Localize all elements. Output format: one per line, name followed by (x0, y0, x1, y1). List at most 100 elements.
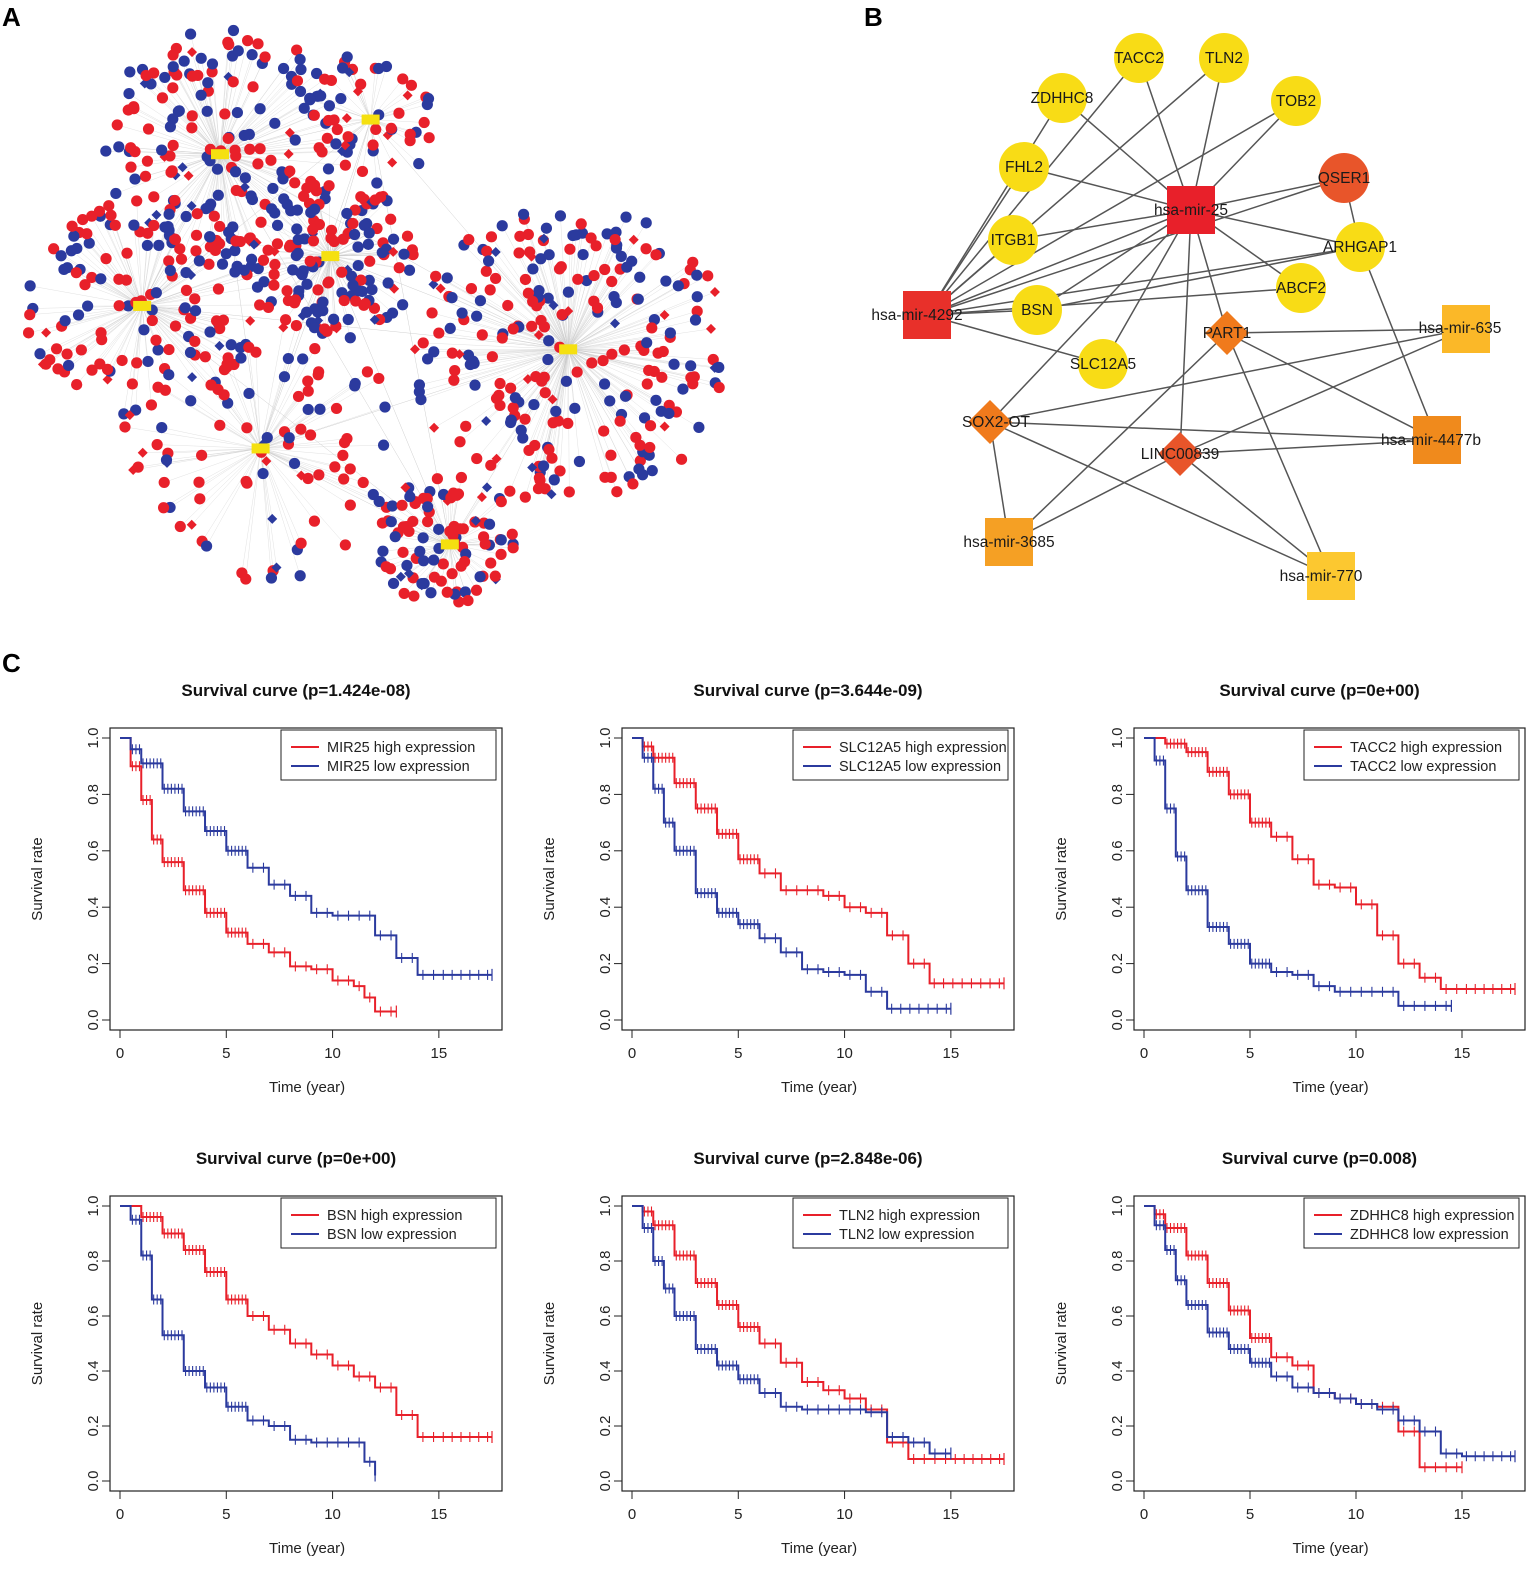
network-a-diamond-node (177, 162, 188, 173)
km-legend (792, 1197, 1009, 1249)
network-a-node (268, 268, 280, 280)
network-a-edge (219, 154, 251, 239)
network-a-node (573, 455, 586, 468)
network-a-node (113, 300, 125, 312)
network-a-node (252, 38, 264, 50)
network-a-node (145, 399, 158, 411)
network-a-edge (180, 448, 261, 527)
network-a-node (713, 381, 725, 394)
network-a-edge (567, 233, 608, 350)
network-a-node (423, 132, 435, 144)
network-a-node (528, 398, 540, 411)
km-ylabel: Survival rate (29, 1302, 46, 1385)
network-a-node (347, 279, 359, 291)
network-a-node (259, 51, 271, 63)
network-node-shape (1158, 432, 1202, 476)
km-xlabel: Time (year) (781, 1540, 857, 1557)
network-node-part1: PART1 (1203, 311, 1251, 355)
network-a-node (255, 216, 267, 228)
network-a-node (537, 460, 550, 472)
network-a-edge (488, 260, 569, 350)
network-node-shape (1307, 552, 1355, 600)
km-curve-high (120, 737, 397, 1013)
network-a-node (495, 534, 507, 546)
network-a-node (22, 327, 35, 339)
survival-plot-mir25: Survival curve (p=1.424e-08) 0 5 10 15 0.0 0.2… (29, 681, 503, 1096)
network-a-edge (538, 296, 569, 350)
network-a-node (329, 461, 341, 473)
network-a-node (302, 403, 314, 416)
network-a-node (404, 491, 416, 503)
network-node-shape (1413, 416, 1461, 464)
network-a-hub-node (361, 114, 380, 125)
network-a-edge (567, 232, 617, 350)
network-a-node (70, 267, 82, 279)
km-xtick-label: 10 (324, 1506, 341, 1523)
network-a-edge (136, 200, 143, 306)
network-a-node (162, 221, 174, 233)
network-a-node (463, 234, 475, 246)
km-legend (1303, 1197, 1520, 1249)
network-a-node (190, 245, 202, 257)
network-a-node (675, 453, 688, 465)
network-b-edge (926, 246, 1361, 316)
network-a-node (506, 528, 518, 540)
network-a-node (562, 417, 574, 430)
network-node-fhl2: FHL2 (999, 142, 1049, 192)
network-b-edge (1226, 328, 1467, 334)
network-a-edge (142, 288, 219, 307)
network-a-edge (568, 319, 696, 350)
network-a-node (485, 459, 497, 471)
network-a-node (571, 366, 583, 378)
network-a-edge (206, 448, 261, 547)
network-node-hsa-mir-25: hsa-mir-25 (1154, 186, 1228, 234)
network-node-label: hsa-mir-4292 (871, 307, 962, 324)
network-a-node (349, 377, 361, 390)
network-a-node (238, 264, 250, 276)
network-b-edge (926, 209, 1192, 316)
network-a-edge (331, 80, 371, 120)
network-a-node (331, 123, 343, 136)
network-a-node (167, 61, 179, 73)
network-a-edge (568, 314, 665, 350)
network-a-node (163, 369, 175, 381)
network-a-node (529, 439, 541, 452)
network-a-node (687, 378, 699, 390)
network-a-node (307, 235, 320, 247)
network-a-node (618, 344, 630, 356)
network-a-edge (474, 349, 569, 386)
network-a-node (128, 103, 140, 115)
km-legend-label: TACC2 high expression (1350, 740, 1502, 756)
km-plot-frame (1133, 727, 1526, 1031)
network-a-node (660, 275, 672, 287)
network-a-node (75, 344, 87, 356)
network-a-node (178, 55, 190, 67)
network-a-node (86, 271, 98, 284)
network-a-node (214, 419, 226, 431)
network-a-node (646, 465, 658, 477)
network-a-node (553, 263, 566, 275)
network-a-node (277, 62, 290, 75)
km-xtick-label: 5 (734, 1506, 742, 1523)
network-a-node (309, 343, 321, 355)
network-a-node (408, 590, 420, 602)
network-a-node (280, 314, 292, 326)
network-a-node (543, 249, 555, 261)
km-ytick-label: 0.6 (1109, 840, 1126, 861)
network-a-node (494, 377, 506, 390)
network-a-diamond-node (435, 283, 446, 294)
network-a-edge (260, 448, 343, 456)
network-a-node (156, 144, 168, 156)
network-a-node (417, 532, 429, 544)
network-a-diamond-node (548, 300, 559, 311)
network-a-node (590, 240, 602, 252)
network-a-node (317, 296, 329, 308)
network-a-node (93, 205, 106, 217)
network-a-node (426, 307, 438, 319)
network-a-node (156, 421, 168, 434)
network-a-node (148, 219, 160, 232)
km-ytick-label: 0.4 (597, 1361, 614, 1382)
km-xtick-label: 5 (1246, 1506, 1254, 1523)
network-a-node (517, 432, 529, 444)
km-plot-frame (1133, 1195, 1526, 1492)
